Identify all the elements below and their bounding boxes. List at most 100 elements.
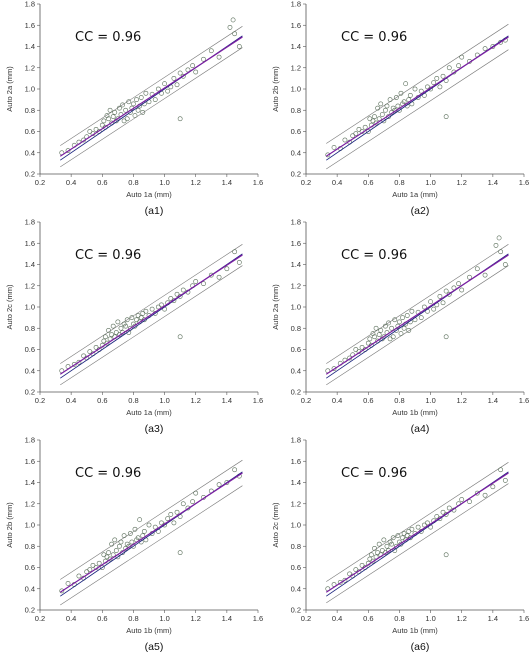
data-point [162,81,167,87]
data-point [193,69,199,75]
x-tick-label: 1.2 [190,396,200,405]
data-point [359,344,365,350]
data-point [490,44,496,49]
data-point [353,131,359,137]
data-point [482,272,488,278]
data-point [375,105,381,111]
data-point [143,90,149,96]
chart-svg: 0.2 0.4 0.6 0.8 1.0 1.2 1.4 1.6 0.2 0.4 0.6 0.8 1.0 1… [271,0,529,217]
data-point [493,242,499,248]
data-point [138,95,144,100]
data-point [177,293,183,299]
data-point [120,102,125,108]
x-tick-label: 1.4 [222,178,232,187]
y-tick-label: 0.6 [291,563,301,572]
data-point [127,531,133,536]
x-tick-label: 0.4 [332,396,342,405]
regression-line [325,254,509,375]
data-point [406,327,412,333]
data-point [149,306,155,312]
data-point [372,114,377,120]
data-point [440,300,446,306]
data-point [378,101,384,107]
y-tick-label: 0.4 [291,148,301,157]
x-tick-label: 1.2 [456,396,466,405]
x-tick-label: 0.4 [332,178,342,187]
data-point [121,118,127,124]
y-tick-label: 1.8 [25,436,35,445]
data-point [140,109,146,115]
y-tick-label: 1.0 [291,85,301,94]
y-tick-label: 0.6 [25,345,35,354]
x-tick-label: 1.4 [222,614,232,623]
data-point [208,48,214,54]
y-tick-label: 0.6 [25,563,35,572]
data-point [118,325,124,331]
data-point [76,573,82,579]
y-tick-label: 1.2 [25,281,35,290]
data-point [446,65,452,71]
x-tick-label: 0.6 [363,178,373,187]
correlation-label: CC = 0.96 [75,248,141,263]
y-tick-label: 1.2 [291,499,301,508]
data-point [389,325,395,331]
x-tick-label: 1.0 [159,614,169,623]
data-point [193,279,199,284]
data-point [168,511,174,517]
data-point [190,499,195,505]
scatter-panel-1: 0.2 0.4 0.6 0.8 1.0 1.2 1.4 1.6 0.2 0.4 0.6 0.8 1.0 1… [0,0,266,218]
data-point [367,336,373,342]
data-point [87,349,93,355]
data-point [496,235,502,241]
data-point [390,535,396,541]
x-tick-label: 1.4 [488,396,498,405]
data-point [121,533,127,539]
lower-limit-line [326,265,509,386]
data-point [140,310,146,316]
data-point [443,511,449,517]
x-tick-label: 0.6 [363,396,373,405]
data-point [353,567,359,573]
data-point [134,97,139,103]
data-point [418,315,424,321]
scatter-panel-6: 0.2 0.4 0.6 0.8 1.0 1.2 1.4 1.6 0.2 0.4 0.6 0.8 1.0 1… [266,436,532,654]
y-tick-label: 0.4 [291,366,301,375]
data-point [456,281,461,287]
x-tick-label: 1.0 [425,178,435,187]
y-tick-label: 1.0 [25,303,35,312]
y-tick-label: 1.0 [291,303,301,312]
data-point [395,533,401,539]
data-point [165,88,171,94]
data-point [502,262,508,267]
y-tick-label: 0.8 [291,106,301,115]
y-tick-label: 0.2 [291,606,301,615]
data-point [446,291,452,297]
data-point [112,109,118,115]
y-tick-label: 1.4 [25,260,35,269]
x-tick-label: 0.6 [363,614,373,623]
data-point [425,520,430,526]
y-tick-label: 1.4 [291,260,301,269]
regression-line [325,472,509,593]
data-point [112,537,118,543]
data-point [135,107,141,113]
data-point [143,308,149,314]
y-tick-label: 1.6 [25,21,35,30]
data-point [456,63,461,69]
y-tick-label: 1.8 [291,218,301,227]
regression-line [325,36,509,157]
data-point [216,274,222,280]
x-tick-label: 0.2 [35,396,45,405]
data-point [443,114,449,120]
data-point [131,101,136,107]
data-point [109,332,115,338]
y-tick-label: 1.0 [25,85,35,94]
data-point [117,105,122,111]
data-point [208,272,214,278]
x-tick-label: 1.4 [488,178,498,187]
panel-caption: (a4) [411,423,430,435]
y-tick-label: 0.8 [25,542,35,551]
scatter-panel-3: 0.2 0.4 0.6 0.8 1.0 1.2 1.4 1.6 0.2 0.4 0.6 0.8 1.0 1… [0,218,266,436]
y-tick-label: 1.4 [25,478,35,487]
data-point [387,97,393,103]
